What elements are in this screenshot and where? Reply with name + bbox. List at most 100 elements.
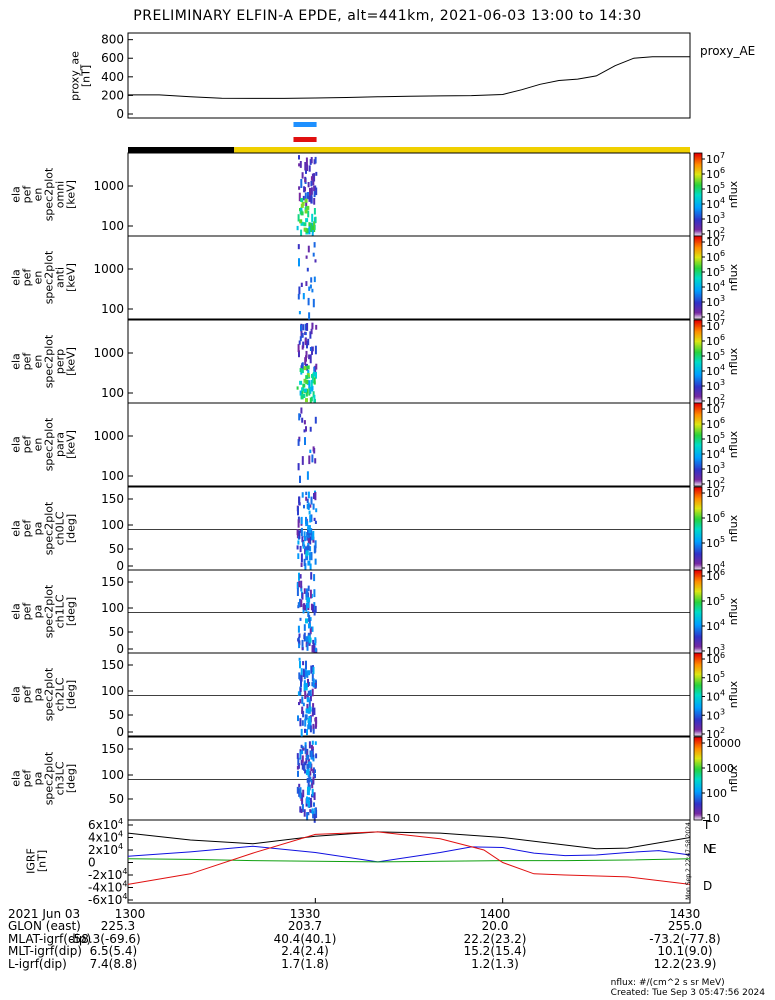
colorbar-segment	[694, 690, 702, 693]
spectrogram-pixel	[310, 328, 313, 335]
spectrogram-pixel	[314, 807, 317, 816]
colorbar-segment	[694, 558, 702, 561]
spectrogram-pixel	[303, 222, 307, 227]
colorbar-segment	[694, 518, 702, 521]
colorbar-segment	[694, 455, 702, 458]
colorbar-segment	[694, 800, 702, 803]
spectrogram-pixel	[305, 491, 308, 496]
colorbar-segment	[694, 343, 702, 346]
spectrogram-pixel	[300, 516, 303, 525]
spectrogram-pixel	[296, 753, 299, 760]
spectrogram-pixel	[297, 214, 300, 222]
spectrogram-pixel	[306, 693, 309, 700]
spectrogram-pixel	[298, 155, 300, 160]
proxy-ae-tick-label: 800	[101, 33, 124, 47]
spectrogram-pixel	[309, 504, 312, 508]
colorbar-segment	[694, 617, 702, 619]
spectrogram-pixel	[309, 563, 312, 572]
spectrogram-pixel	[313, 366, 316, 372]
colorbar	[693, 319, 705, 404]
spectrogram-pixel	[301, 720, 304, 726]
colorbar-segment	[694, 628, 702, 630]
orbit-row-value: 10.1(9.0)	[657, 944, 713, 959]
spectrogram-pixel	[310, 603, 313, 611]
spectrogram-pixel	[298, 640, 301, 646]
colorbar-segment	[694, 411, 702, 414]
colorbar-tick-label: 104	[706, 279, 725, 294]
colorbar-tick-label: 104	[706, 560, 725, 575]
colorbar-segment	[694, 285, 702, 288]
colorbar-segment	[694, 682, 702, 684]
colorbar-segment	[694, 173, 702, 176]
y-axis-label-line: pef	[21, 268, 34, 287]
colorbar-segment	[694, 265, 702, 267]
spectrogram-pixel	[305, 375, 309, 380]
spectrogram-pixel	[297, 463, 300, 471]
spectrogram-pixel	[311, 682, 314, 687]
spectrogram-pixel	[307, 491, 310, 499]
colorbar-tick-label: 1000	[706, 762, 734, 775]
spectrogram-pixel	[303, 809, 306, 817]
colorbar-segment	[694, 815, 702, 818]
colorbar-tick-label: 106	[706, 416, 725, 431]
spectrogram-pixel	[299, 380, 303, 385]
colorbar-segment	[694, 404, 702, 407]
colorbar-tick-label: 105	[706, 670, 725, 685]
colorbar-segment	[694, 276, 702, 278]
colorbar-segment	[694, 761, 702, 764]
spectrogram-pixel	[298, 192, 301, 202]
spectrogram-pixel	[311, 673, 314, 682]
spectrogram-pixel	[304, 745, 307, 754]
colorbar-segment	[694, 626, 702, 629]
y-axis-label-line: [keV]	[65, 180, 78, 209]
colorbar-segment	[694, 391, 702, 394]
spectrogram-pixel	[302, 293, 305, 300]
spectrogram-pixel	[306, 812, 309, 821]
spectrogram-pixel	[308, 620, 311, 625]
spectrogram-pixel	[311, 213, 314, 222]
colorbar-segment	[694, 742, 702, 745]
colorbar-segment	[694, 350, 702, 353]
y-axis-label-line: ch1LC	[54, 594, 67, 628]
colorbar-segment	[694, 712, 702, 715]
spectrogram-pixel	[305, 255, 308, 259]
y-axis-label-line: spec2plot	[43, 334, 56, 388]
colorbar-segment	[694, 782, 702, 785]
colorbar-segment	[694, 273, 702, 276]
colorbar-segment	[694, 278, 702, 281]
colorbar-segment	[694, 711, 702, 713]
spectrogram-pixel	[305, 200, 308, 210]
colorbar-segment	[694, 522, 702, 525]
colorbar-tick-label: 102	[706, 476, 725, 491]
colorbar-segment	[694, 269, 702, 272]
spectrogram-pixel	[312, 604, 314, 613]
spectrogram-panel	[127, 402, 691, 487]
colorbar-segment	[694, 368, 702, 371]
colorbar-segment	[694, 295, 702, 298]
colorbar-segment	[694, 777, 702, 779]
spectrogram-pixel	[302, 394, 306, 398]
y-axis-label-line: en	[32, 188, 45, 202]
spectrogram-pixel	[297, 757, 300, 765]
spectrogram-pixel	[301, 492, 304, 498]
colorbar-segment	[694, 749, 702, 752]
y-axis-label-line: ela	[10, 436, 23, 453]
spectrogram-pixel	[309, 426, 312, 432]
colorbar-segment	[694, 398, 702, 401]
colorbar-segment	[694, 169, 702, 172]
spectrogram-pixel	[306, 729, 308, 736]
colorbar-segment	[694, 509, 702, 512]
colorbar-tick-label: 106	[706, 651, 725, 666]
colorbar-segment	[694, 534, 702, 536]
y-axis-label-line: ela	[10, 186, 23, 203]
y-axis-label-line: [deg]	[65, 680, 78, 709]
orbit-row-value: 203.7	[287, 919, 323, 934]
colorbar-segment	[694, 292, 702, 295]
spectrogram-pixel	[304, 690, 307, 699]
colorbar-segment	[694, 416, 702, 419]
spectrogram-pixel	[309, 347, 312, 351]
footer-created: Created: Tue Sep 3 05:47:56 2024	[610, 988, 765, 998]
spectrogram-pixel	[310, 192, 313, 198]
spectrogram-tick-label: 150	[101, 742, 124, 756]
spectrogram-pixel	[302, 711, 305, 718]
